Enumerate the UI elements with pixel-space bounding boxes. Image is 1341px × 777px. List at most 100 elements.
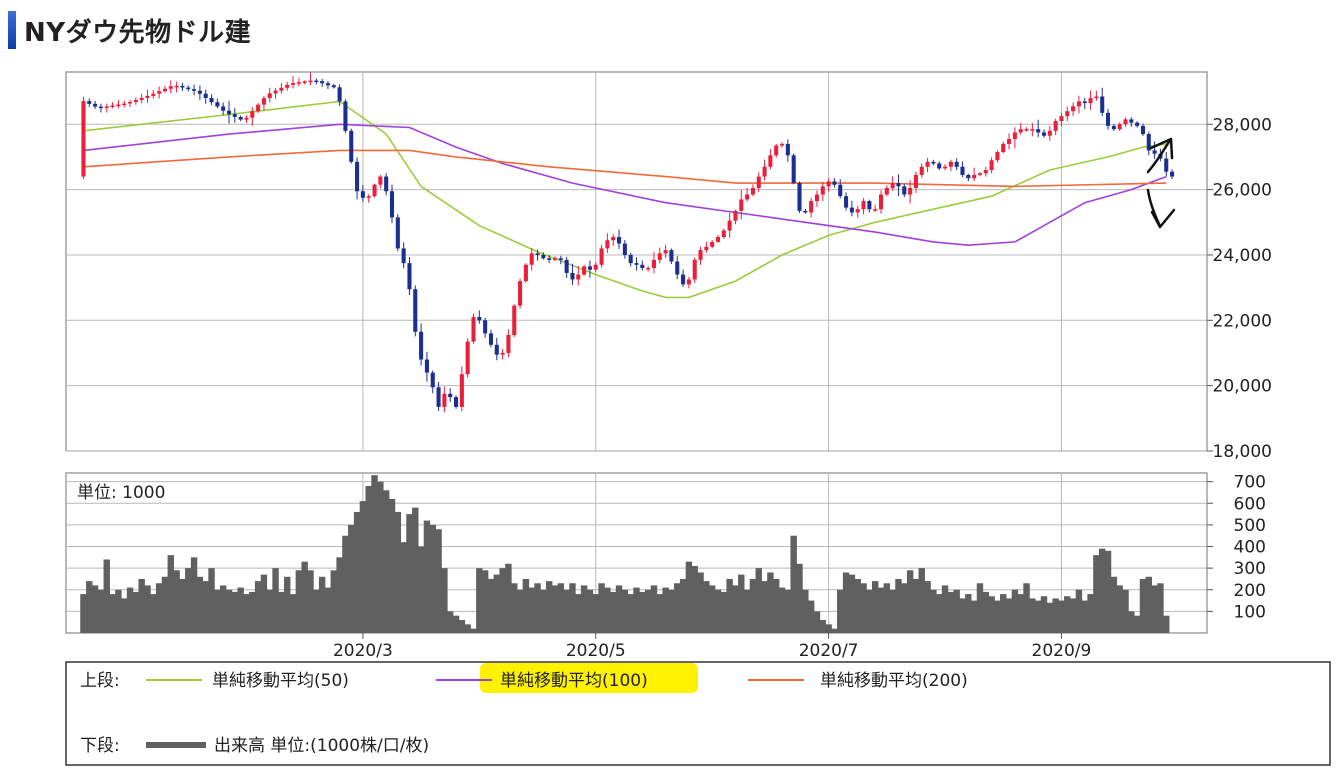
volume-bar: [819, 620, 826, 633]
volume-bar: [91, 585, 99, 633]
volume-bar: [615, 585, 623, 633]
volume-bar: [214, 589, 221, 633]
candle-body: [587, 266, 592, 270]
candle-body: [290, 83, 296, 85]
candle-body: [250, 111, 255, 118]
volume-bar: [1064, 596, 1071, 633]
candle-body: [983, 170, 988, 174]
volume-bar: [644, 589, 652, 633]
candle-body: [878, 194, 884, 210]
candle-body: [873, 209, 878, 211]
candle-body: [424, 359, 429, 373]
volume-bar: [871, 581, 879, 633]
volume-bar: [674, 583, 681, 633]
candle-body: [180, 85, 185, 88]
candle-body: [977, 173, 983, 175]
candle-body: [1094, 96, 1099, 99]
legend: 上段: 下段: 単純移動平均(50) 単純移動平均(100) 単純移動平均(200) 出来…: [65, 661, 1331, 766]
candle-body: [1164, 158, 1169, 172]
volume-bar: [400, 542, 407, 633]
volume-bar: [470, 628, 477, 633]
candle-body: [896, 183, 901, 187]
volume-bar: [1046, 602, 1054, 633]
candle-body: [611, 236, 616, 241]
volume-bar: [656, 594, 663, 633]
volume-bar: [190, 557, 198, 633]
volume-bar: [825, 624, 832, 633]
volume-tick-label: 700: [1234, 473, 1266, 493]
volume-bar: [1104, 550, 1112, 633]
candle-body: [692, 259, 697, 280]
volume-bar: [359, 501, 367, 633]
candle-body: [634, 263, 639, 265]
candle-body: [273, 90, 278, 94]
volume-bar: [970, 600, 978, 633]
legend-item-label: 単純移動平均(100): [500, 671, 648, 691]
candle-body: [809, 201, 814, 213]
moving-average-line: [83, 100, 1167, 299]
candle-body: [389, 191, 395, 218]
volume-bar: [965, 594, 972, 633]
volume-tick-label: 400: [1234, 538, 1266, 558]
volume-bar: [318, 576, 326, 633]
candle-body: [849, 207, 854, 213]
candle-body: [331, 85, 336, 88]
volume-bar: [918, 568, 925, 633]
volume-bar: [598, 583, 605, 633]
candle-body: [448, 393, 453, 398]
volume-bar: [685, 561, 693, 633]
candle-body: [518, 281, 523, 306]
candle-body: [407, 263, 412, 290]
volume-bar: [522, 578, 530, 633]
candle-body: [727, 220, 732, 231]
volume-bar: [243, 594, 250, 633]
title-accent-bar: [8, 11, 16, 49]
candle-body: [343, 101, 348, 131]
volume-bar: [516, 589, 524, 633]
candle-body: [785, 143, 790, 156]
candle-body: [256, 104, 261, 112]
candle-body: [657, 253, 662, 260]
price-tick-label: 24,000: [1213, 246, 1272, 266]
candle-body: [1076, 101, 1081, 107]
candle-body: [710, 241, 715, 247]
candle-body: [675, 261, 680, 275]
volume-bar: [348, 524, 355, 633]
candle-body: [593, 264, 598, 270]
candle-body: [1012, 132, 1017, 139]
volume-bar: [138, 578, 145, 633]
volume-tick-label: 200: [1234, 581, 1266, 601]
page-title: NYダウ先物ドル建: [24, 17, 252, 48]
candle-body: [820, 186, 825, 195]
volume-bar: [167, 555, 174, 633]
candle-body: [960, 166, 965, 175]
volume-bar: [1151, 585, 1158, 633]
candle-body: [221, 106, 226, 111]
candle-body: [413, 289, 418, 332]
candle-body: [197, 90, 202, 94]
candle-body: [1007, 138, 1012, 144]
volume-bar: [126, 587, 134, 633]
volume-bar: [668, 589, 675, 633]
candle-body: [616, 236, 622, 244]
candle-body: [366, 196, 371, 198]
candle-body: [622, 243, 627, 255]
volume-bar: [679, 578, 687, 633]
x-axis: 2020/3 2020/5 2020/7 2020/9: [333, 633, 1091, 661]
candle-body: [81, 101, 86, 177]
legend-item-label: 単純移動平均(50): [212, 671, 349, 691]
candle-body: [1082, 101, 1087, 104]
volume-bar: [324, 587, 332, 633]
candle-body: [186, 87, 191, 90]
volume-bar: [511, 583, 518, 633]
volume-bar: [639, 591, 646, 633]
volume-bar: [173, 570, 180, 633]
candle-body: [844, 196, 849, 208]
volume-bar: [778, 587, 786, 633]
up-arrow-head: [1149, 137, 1174, 160]
candle-body: [774, 145, 779, 156]
candle-body: [104, 106, 109, 108]
volume-bar: [155, 583, 163, 633]
candle-body: [919, 166, 924, 175]
